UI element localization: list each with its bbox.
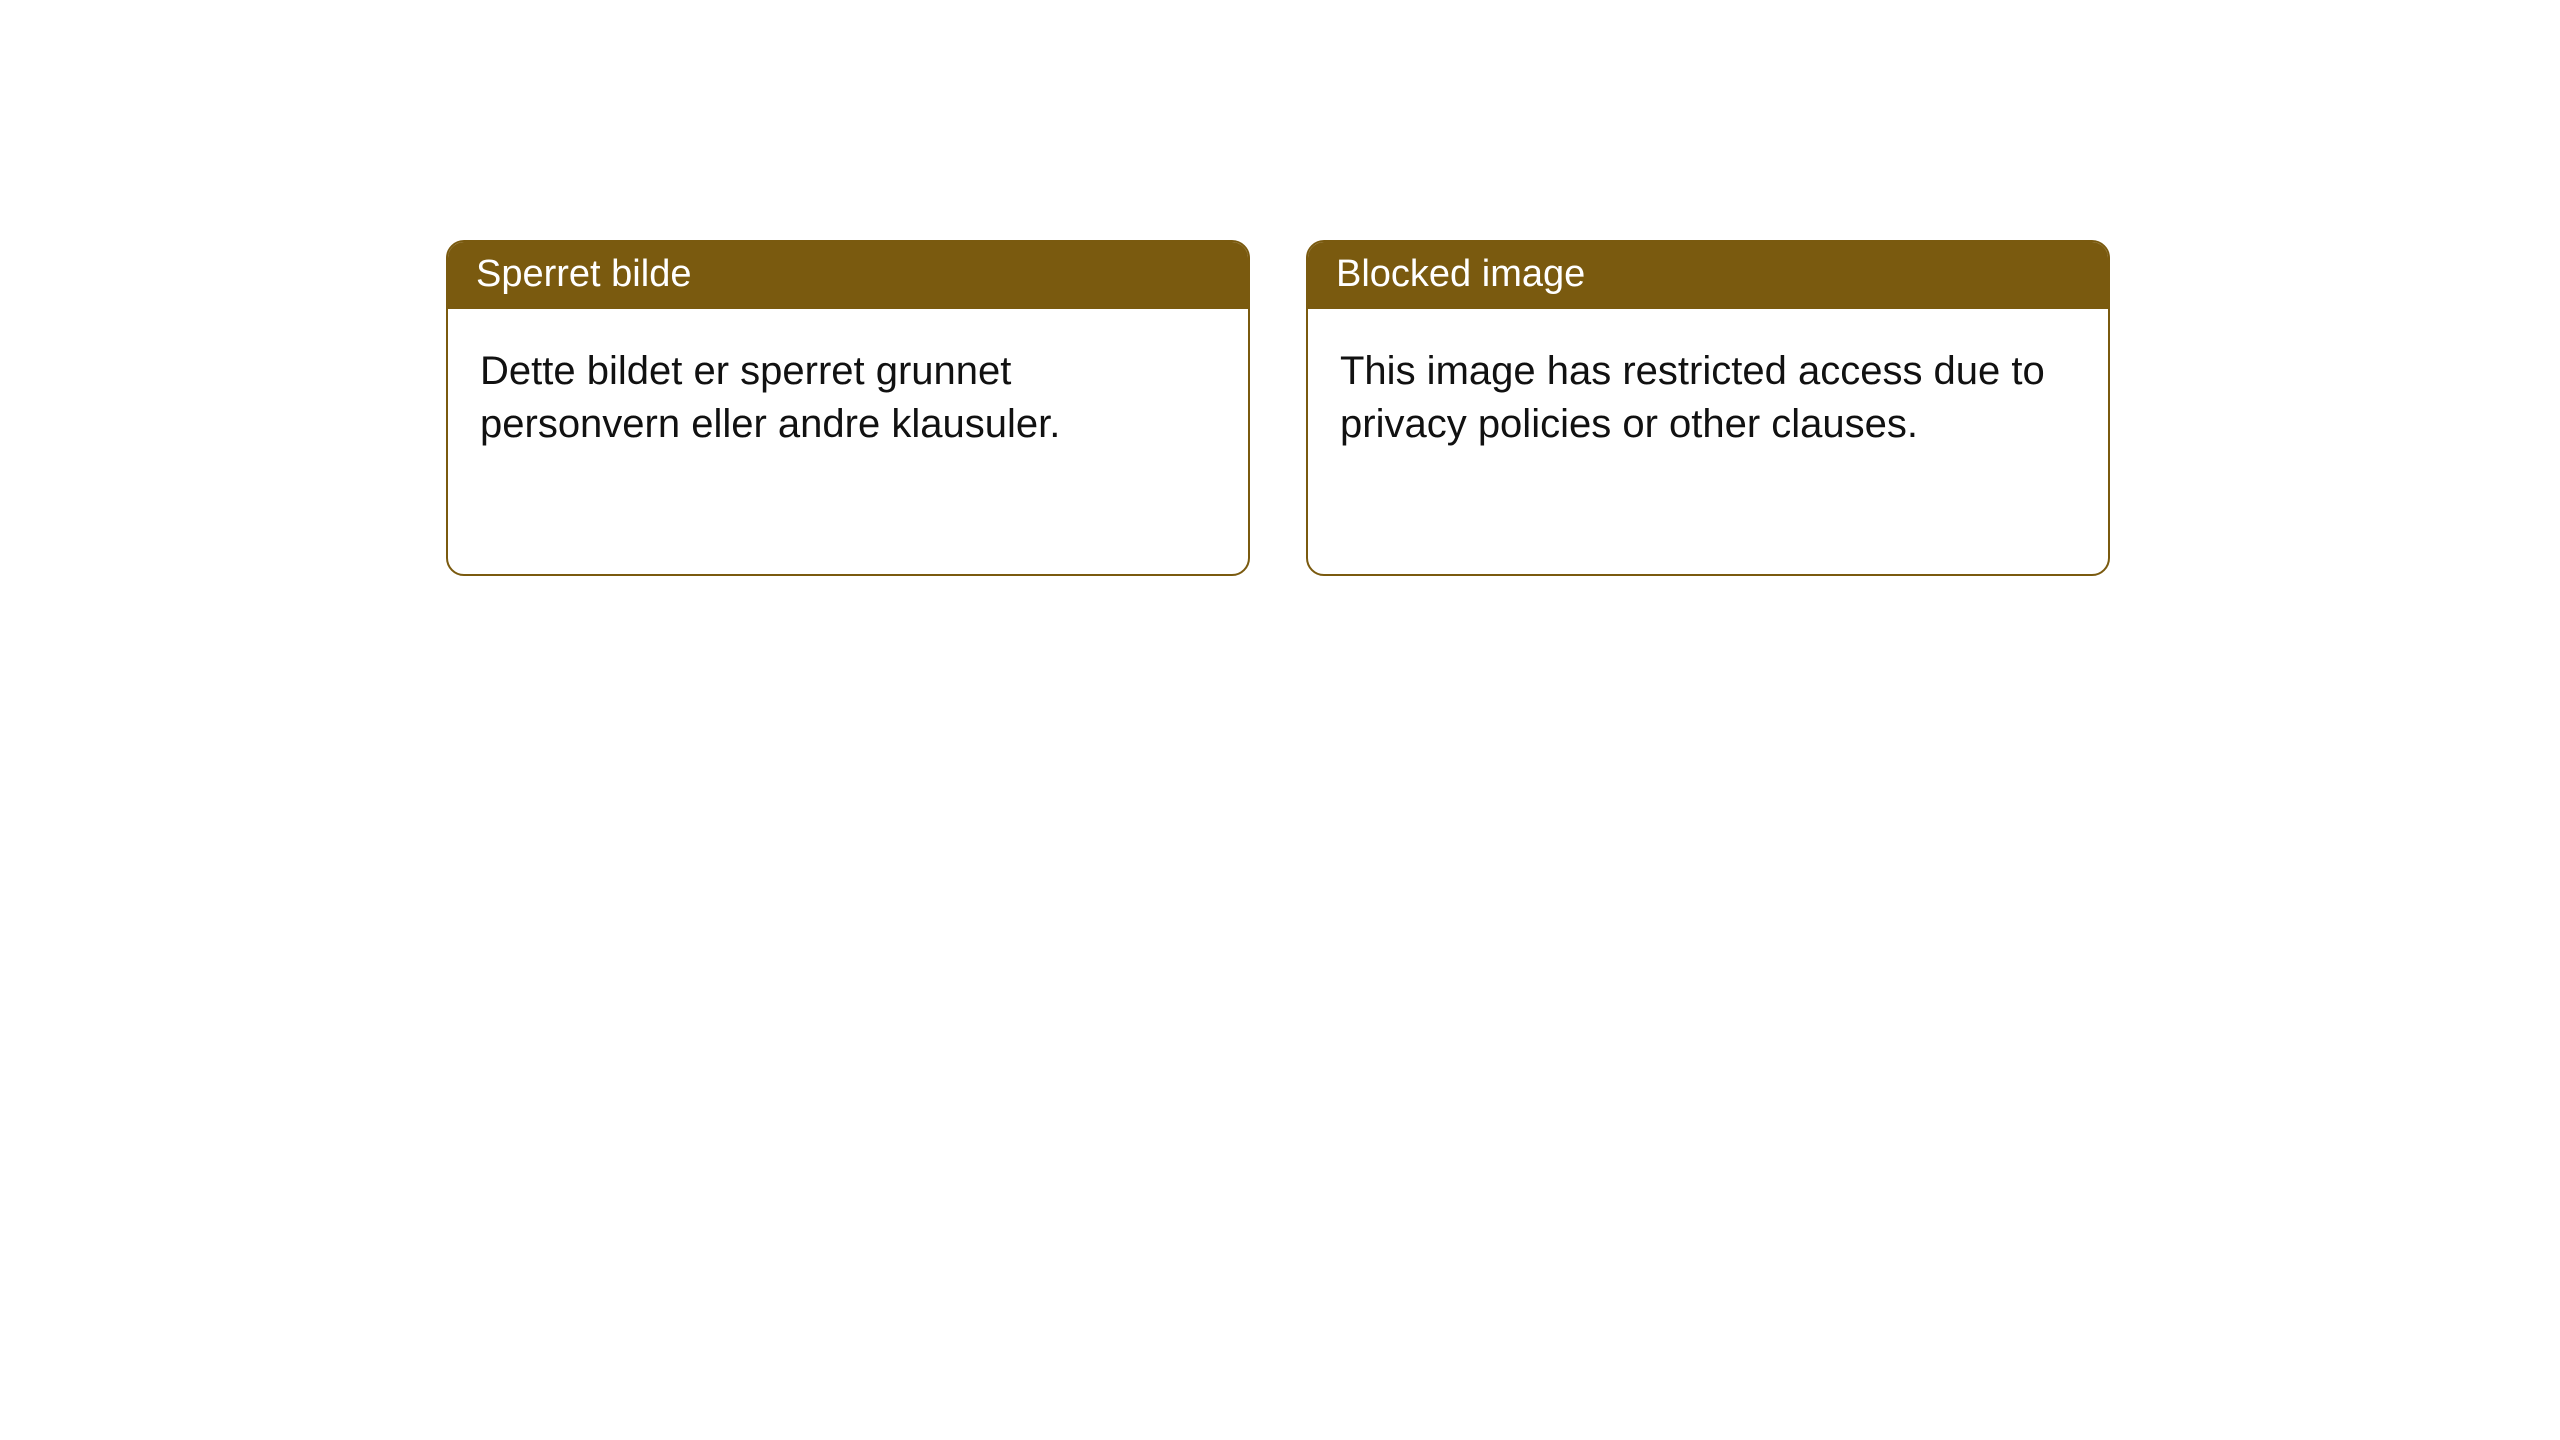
notice-header-english: Blocked image — [1308, 242, 2108, 309]
notice-body-english: This image has restricted access due to … — [1308, 309, 2108, 471]
notice-header-norwegian: Sperret bilde — [448, 242, 1248, 309]
notice-card-norwegian: Sperret bilde Dette bildet er sperret gr… — [446, 240, 1250, 576]
notice-body-norwegian: Dette bildet er sperret grunnet personve… — [448, 309, 1248, 471]
notice-container: Sperret bilde Dette bildet er sperret gr… — [0, 0, 2560, 576]
notice-card-english: Blocked image This image has restricted … — [1306, 240, 2110, 576]
